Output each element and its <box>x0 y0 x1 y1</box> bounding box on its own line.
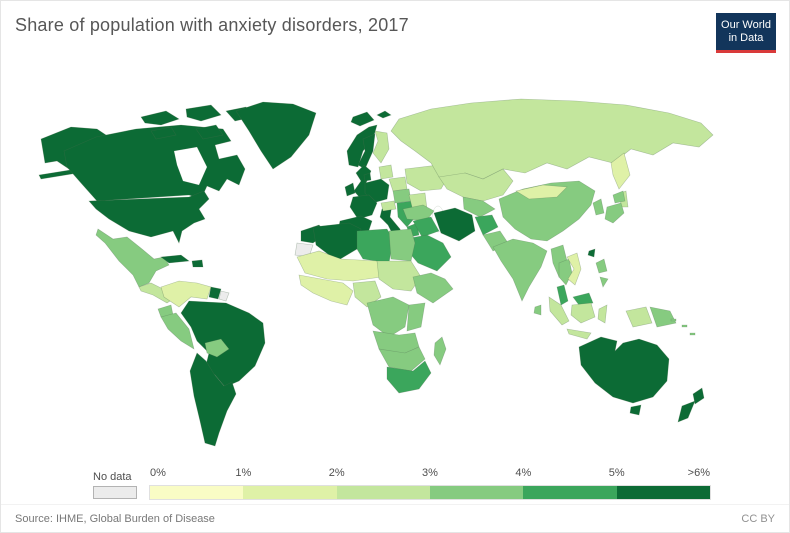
region-iceland[interactable] <box>350 111 375 127</box>
legend-no-data-swatch[interactable] <box>93 486 137 499</box>
region-arctic-islands-2[interactable] <box>185 104 222 122</box>
region-pacific-islands[interactable] <box>670 318 696 336</box>
region-arctic-islands-4[interactable] <box>150 126 177 140</box>
region-arctic-islands-5[interactable] <box>195 124 224 140</box>
region-greenland[interactable] <box>235 101 317 170</box>
region-japan-honshu[interactable] <box>604 202 625 224</box>
region-turkey[interactable] <box>402 204 435 222</box>
region-mongolia[interactable] <box>515 184 568 200</box>
legend-tick-4: 4% <box>515 467 532 479</box>
region-sulawesi[interactable] <box>597 304 608 324</box>
region-drc-central-africa[interactable] <box>366 296 410 338</box>
legend-segment-5-6[interactable] <box>616 486 710 499</box>
owid-logo[interactable]: Our World in Data <box>716 13 776 53</box>
region-new-guinea-west[interactable] <box>625 306 653 328</box>
region-korea[interactable] <box>592 198 605 216</box>
region-czech-hungary[interactable] <box>392 188 412 204</box>
region-argentina-chile[interactable] <box>189 352 237 447</box>
region-malay-peninsula[interactable] <box>556 284 569 306</box>
region-java[interactable] <box>566 328 592 340</box>
region-nz-north[interactable] <box>692 387 705 405</box>
legend-no-data: No data <box>93 471 137 499</box>
legend-segment-2-3[interactable] <box>336 486 430 499</box>
region-west-africa-coast[interactable] <box>298 274 354 306</box>
legend-ticks: 0% 1% 2% 3% 4% 5% >6% <box>150 467 710 481</box>
region-kamchatka[interactable] <box>610 152 631 190</box>
source-text: Source: IHME, Global Burden of Disease <box>15 512 215 525</box>
region-china[interactable] <box>498 180 596 242</box>
region-bolivia[interactable] <box>204 338 230 358</box>
region-india[interactable] <box>492 238 548 302</box>
region-guyana[interactable] <box>208 286 222 300</box>
legend-scale: 0% 1% 2% 3% 4% 5% >6% <box>149 467 711 500</box>
region-hispaniola[interactable] <box>191 259 204 268</box>
region-ireland[interactable] <box>344 182 356 197</box>
region-taiwan[interactable] <box>587 248 596 258</box>
region-mexico[interactable] <box>95 228 170 288</box>
region-kenya-tanzania[interactable] <box>406 302 426 332</box>
legend-tick-1: 1% <box>235 467 252 479</box>
owid-logo-line1: Our World <box>721 18 771 31</box>
world-map <box>1 89 789 461</box>
region-borneo-indonesia[interactable] <box>570 302 596 324</box>
region-usa[interactable] <box>88 190 210 244</box>
region-vietnam[interactable] <box>566 252 582 286</box>
region-iran[interactable] <box>433 207 476 242</box>
region-arctic-islands-1[interactable] <box>140 110 180 126</box>
legend-tick-2: 2% <box>328 467 345 479</box>
region-sri-lanka[interactable] <box>533 304 542 316</box>
region-chad-sudan[interactable] <box>376 260 422 292</box>
region-denmark[interactable] <box>363 172 372 182</box>
legend-segment-1-2[interactable] <box>243 486 337 499</box>
region-japan-hokkaido[interactable] <box>612 190 626 204</box>
legend-tick-5: 5% <box>608 467 625 479</box>
region-borneo-malaysia[interactable] <box>572 292 594 306</box>
region-madagascar[interactable] <box>433 336 447 366</box>
region-tasmania[interactable] <box>629 404 642 416</box>
legend-tick-3: 3% <box>422 467 438 479</box>
region-sumatra[interactable] <box>548 296 570 326</box>
region-afghanistan[interactable] <box>474 214 499 236</box>
owid-logo-line2: in Data <box>728 31 764 44</box>
region-french-guiana[interactable] <box>218 290 230 302</box>
region-levant-iraq[interactable] <box>412 216 440 238</box>
legend-segment-4-5[interactable] <box>523 486 617 499</box>
license-link[interactable]: CC BY <box>741 512 775 525</box>
legend-no-data-label: No data <box>93 471 132 483</box>
region-kazakhstan[interactable] <box>438 168 514 202</box>
region-egypt[interactable] <box>388 228 416 262</box>
region-south-africa[interactable] <box>386 360 432 394</box>
region-libya[interactable] <box>356 228 394 264</box>
legend-segment-0-1[interactable] <box>150 486 244 499</box>
region-philippines-south[interactable] <box>599 276 609 288</box>
region-france[interactable] <box>349 194 378 220</box>
region-finland[interactable] <box>372 130 390 164</box>
region-alps-austria[interactable] <box>380 200 397 212</box>
region-svalbard[interactable] <box>376 110 392 119</box>
legend-tick-0: 0% <box>150 467 166 479</box>
chart-footer: Source: IHME, Global Burden of Disease C… <box>1 504 789 532</box>
region-australia[interactable] <box>578 336 670 404</box>
region-baltics[interactable] <box>378 164 394 180</box>
region-russia[interactable] <box>390 98 714 184</box>
region-colombia-venezuela[interactable] <box>160 280 212 308</box>
world-map-svg <box>38 98 714 447</box>
legend-tick-6: >6% <box>687 467 710 479</box>
region-central-asia-south[interactable] <box>462 196 496 218</box>
region-philippines-north[interactable] <box>595 258 608 274</box>
region-papua-new-guinea[interactable] <box>649 306 677 328</box>
region-peru[interactable] <box>160 312 195 350</box>
region-namibia-botswana[interactable] <box>378 346 426 372</box>
map-legend: No data 0% 1% 2% 3% 4% 5% >6% <box>93 461 711 500</box>
legend-segment-3-4[interactable] <box>429 486 524 499</box>
page-title: Share of population with anxiety disorde… <box>15 15 409 35</box>
hudson-bay <box>173 146 208 186</box>
region-poland[interactable] <box>388 176 408 192</box>
region-nz-south[interactable] <box>677 400 696 423</box>
legend-color-bar <box>149 485 711 500</box>
region-cuba[interactable] <box>160 254 190 264</box>
region-horn-of-africa[interactable] <box>412 272 454 304</box>
